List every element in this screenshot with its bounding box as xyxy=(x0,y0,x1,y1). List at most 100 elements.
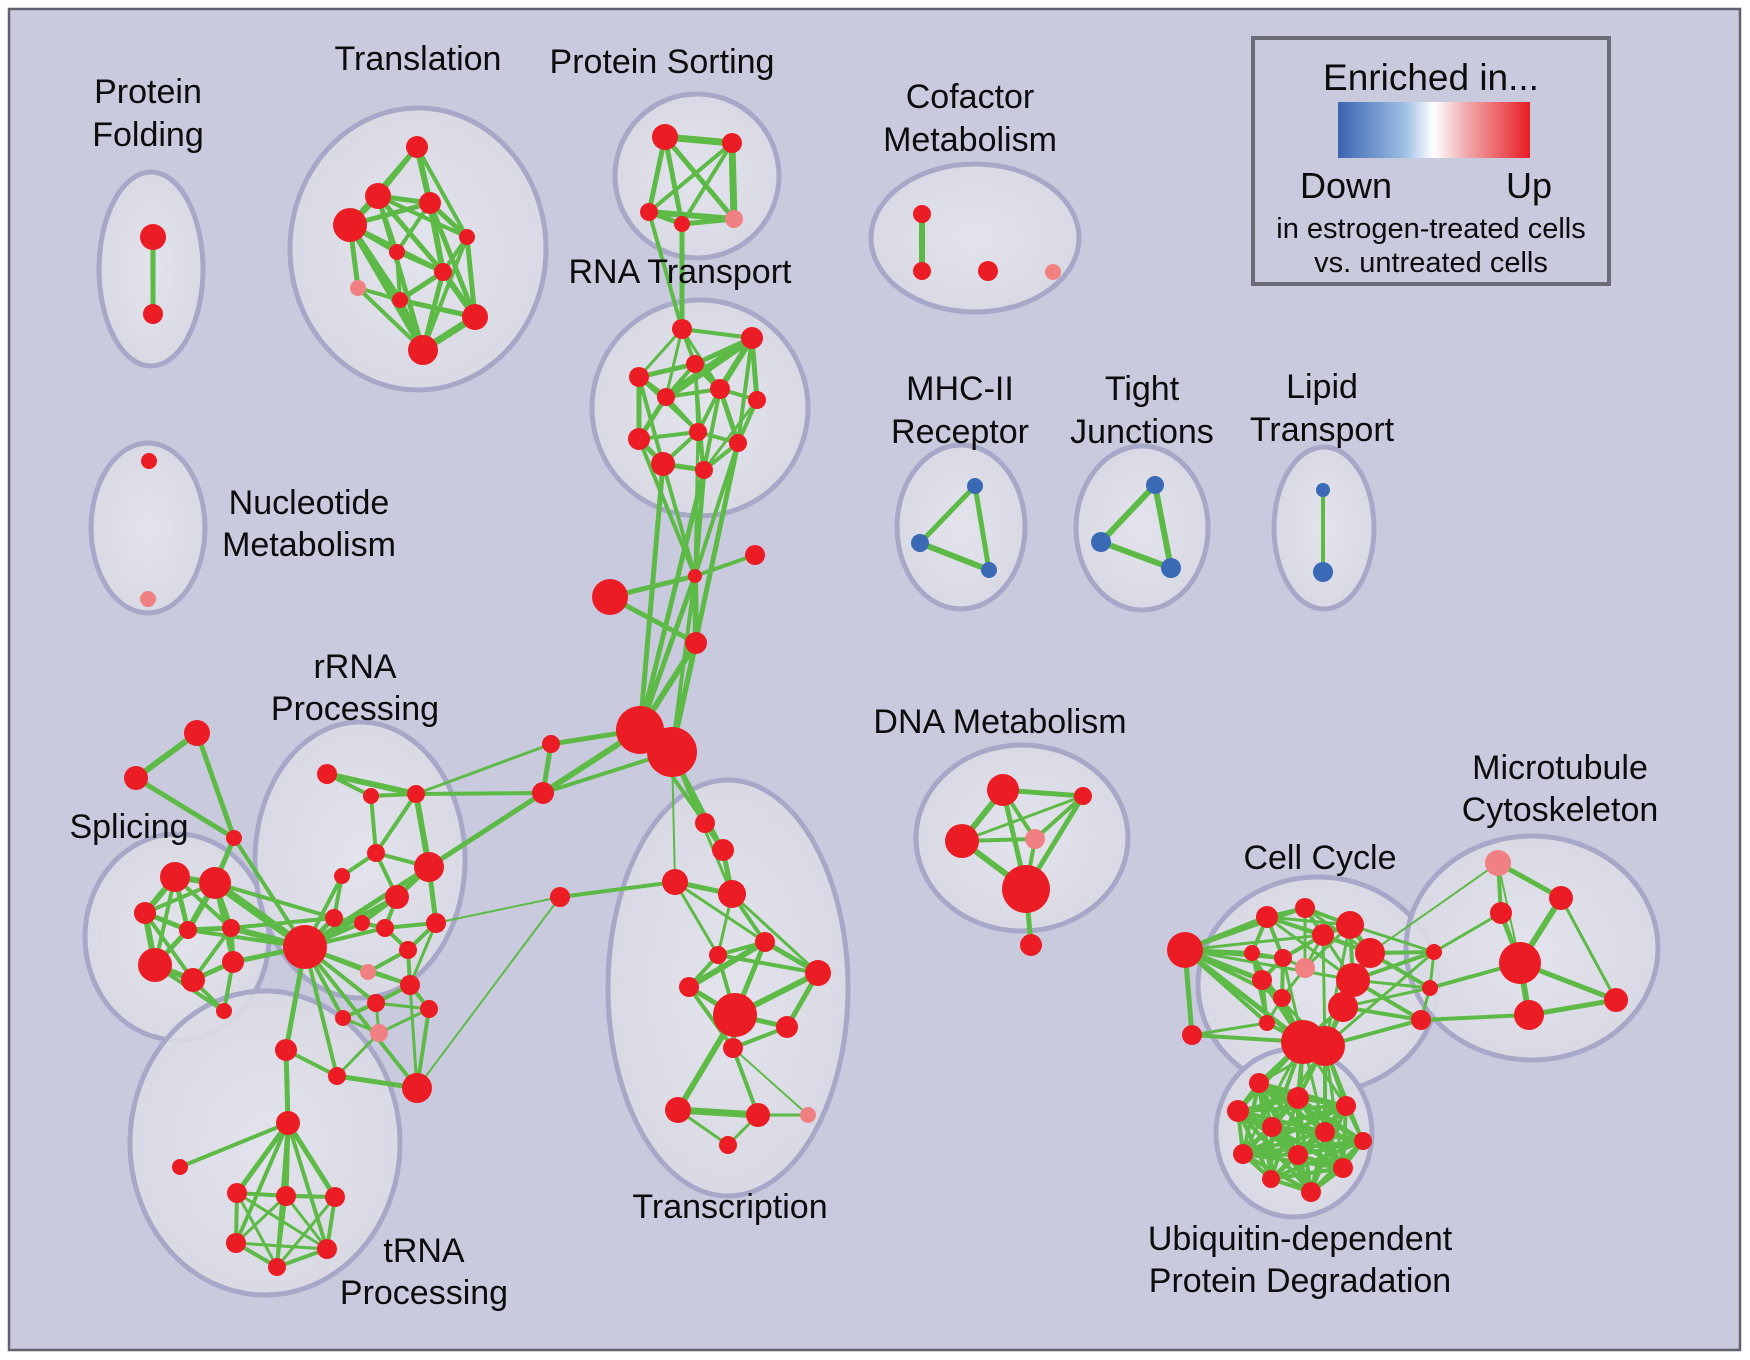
edge xyxy=(421,235,469,352)
gene-set-node xyxy=(1313,562,1333,582)
edge xyxy=(662,134,737,222)
edge xyxy=(1033,794,1085,841)
edge xyxy=(143,911,195,982)
edge xyxy=(662,334,756,401)
gene-set-node xyxy=(420,1000,438,1018)
edge xyxy=(1190,1021,1269,1037)
gene-set-node xyxy=(745,545,765,565)
edge xyxy=(426,790,546,870)
edge xyxy=(1369,862,1499,954)
cluster-nodes-txn xyxy=(550,813,831,1154)
edge xyxy=(464,234,478,320)
gene-set-node xyxy=(1045,264,1061,280)
gene-set-node xyxy=(741,327,763,349)
gene-set-node xyxy=(1295,898,1315,918)
gene-set-node xyxy=(532,782,554,804)
gene-set-node xyxy=(276,1186,296,1206)
gene-set-node xyxy=(1020,934,1042,956)
cluster-ellipse-mhc xyxy=(894,442,1028,612)
edge xyxy=(1419,1013,1531,1022)
edge xyxy=(229,916,336,930)
cluster-nodes-ub xyxy=(1227,1073,1372,1202)
legend-up-label: Up xyxy=(1506,165,1552,206)
gene-set-node xyxy=(1426,944,1442,960)
gene-set-node xyxy=(1485,850,1511,876)
edge xyxy=(1236,1104,1348,1113)
edge xyxy=(1269,1166,1345,1181)
gene-set-node xyxy=(226,1233,246,1253)
edge xyxy=(369,794,378,855)
cluster-nodes-rr xyxy=(283,764,446,1042)
gene-set-node xyxy=(674,216,690,232)
gene-set-node xyxy=(640,203,658,221)
cluster-label-mhc: MHC-II xyxy=(906,370,1014,408)
gene-set-node xyxy=(722,133,742,153)
cluster-label-cof: Metabolism xyxy=(883,121,1057,159)
edge xyxy=(637,437,697,578)
edge xyxy=(284,1194,329,1251)
gene-set-node xyxy=(1262,1117,1282,1137)
edge xyxy=(408,983,419,1090)
cluster-label-txn: Transcription xyxy=(632,1188,827,1226)
gene-set-node xyxy=(172,1159,188,1175)
gene-set-node xyxy=(1316,483,1330,497)
edge xyxy=(374,792,418,855)
edge xyxy=(415,145,469,239)
gene-set-node xyxy=(181,968,205,992)
edge xyxy=(416,896,561,1089)
cluster-nodes-spl xyxy=(134,862,244,1019)
gene-set-node xyxy=(1354,1132,1372,1150)
gene-set-node xyxy=(459,229,475,245)
edge xyxy=(702,387,722,472)
edge xyxy=(661,462,697,578)
gene-set-node xyxy=(712,839,734,861)
gene-set-node xyxy=(719,1136,737,1154)
gene-set-node xyxy=(652,124,678,150)
gene-set-node xyxy=(389,244,405,260)
gene-set-node xyxy=(1182,1025,1202,1045)
gene-set-node xyxy=(1328,992,1358,1022)
edge xyxy=(1183,948,1355,982)
edge xyxy=(730,892,820,975)
gene-set-node xyxy=(746,1103,770,1127)
gene-set-node xyxy=(434,263,452,281)
cluster-label-pf: Protein xyxy=(94,73,202,111)
cluster-nodes-dna xyxy=(945,774,1092,956)
gene-set-node xyxy=(725,210,743,228)
gene-set-node xyxy=(406,136,428,158)
gene-set-node xyxy=(363,788,379,804)
gene-set-node xyxy=(1336,963,1370,997)
edge xyxy=(213,881,336,920)
cluster-labels-layer: Protein Folding Translation Protein Sorting… xyxy=(69,40,1658,1312)
cluster-nodes-pf xyxy=(140,224,166,324)
edge xyxy=(716,953,820,975)
gene-set-node xyxy=(143,304,163,324)
gene-set-node xyxy=(399,941,417,959)
gene-set-node xyxy=(328,1067,346,1085)
gene-set-node xyxy=(1262,1170,1280,1188)
gene-set-node xyxy=(1274,949,1292,967)
cluster-ellipse-tj xyxy=(1073,443,1211,613)
gene-set-node xyxy=(1312,924,1334,946)
gene-set-node xyxy=(268,1258,286,1276)
gene-set-node xyxy=(199,867,231,899)
gene-set-node xyxy=(1549,886,1573,910)
gene-set-node xyxy=(419,192,441,214)
edge xyxy=(680,327,754,340)
legend-box xyxy=(1251,36,1611,286)
cluster-nodes-tj xyxy=(1091,476,1181,578)
gene-set-node xyxy=(1074,787,1092,805)
edge xyxy=(646,209,737,222)
gene-set-node xyxy=(710,379,730,399)
cluster-nodes-cof xyxy=(913,205,1061,281)
edge xyxy=(637,467,707,733)
gene-set-node xyxy=(350,280,366,296)
cluster-label-translation: Translation xyxy=(335,40,502,78)
edge xyxy=(669,440,741,755)
gene-set-node xyxy=(140,224,166,250)
edge xyxy=(178,1121,290,1169)
gene-set-node xyxy=(967,478,983,494)
gene-set-node xyxy=(365,183,391,209)
gene-set-node xyxy=(370,1024,388,1042)
edge xyxy=(1152,482,1174,571)
